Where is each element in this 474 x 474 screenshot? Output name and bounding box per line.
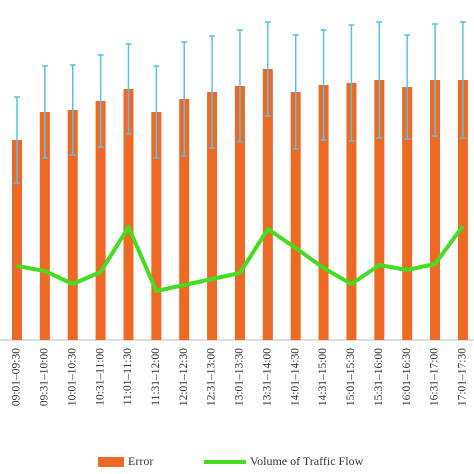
x-tick-label: 10:31–11:00 <box>94 348 106 406</box>
bar <box>262 69 273 340</box>
bar <box>95 101 106 340</box>
x-tick-label: 17:01–17:30 <box>457 348 469 406</box>
bar <box>346 83 357 340</box>
bar <box>67 110 78 340</box>
bar <box>234 86 245 340</box>
x-tick-label: 15:01–15:30 <box>345 348 357 406</box>
x-tick-label: 12:31–13:00 <box>206 348 218 406</box>
x-tick-label: 13:31–14:00 <box>261 348 273 406</box>
x-tick-label: 16:31–17:00 <box>429 348 441 406</box>
x-tick-label: 11:31–12:00 <box>150 348 162 406</box>
bar <box>318 85 329 340</box>
legend-label: Volume of Traffic Flow <box>250 454 364 468</box>
x-tick-label: 09:01–09:30 <box>11 348 23 406</box>
bar <box>12 140 22 340</box>
x-tick-label: 10:01–10:30 <box>66 348 78 406</box>
bar <box>374 80 385 340</box>
x-tick-label: 09:31–10:00 <box>39 348 51 406</box>
x-tick-label: 14:31–15:00 <box>317 348 329 406</box>
bar <box>123 89 134 340</box>
bar <box>39 112 50 340</box>
x-tick-label: 11:01–11:30 <box>122 348 134 406</box>
legend-label: Error <box>128 454 153 468</box>
x-tick-label: 15:31–16:00 <box>373 348 385 406</box>
legend-swatch <box>98 457 124 467</box>
bar <box>457 80 468 340</box>
bar <box>207 92 218 340</box>
x-tick-label: 13:01–13:30 <box>234 348 246 406</box>
line <box>16 224 465 293</box>
bar <box>402 87 413 340</box>
x-tick-label: 16:01–16:30 <box>401 348 413 406</box>
x-tick-label: 14:01–14:30 <box>289 348 301 406</box>
bar <box>179 99 190 340</box>
bar <box>430 80 441 340</box>
bar <box>151 112 162 340</box>
bar <box>290 92 301 340</box>
x-tick-label: 12:01–12:30 <box>178 348 190 406</box>
